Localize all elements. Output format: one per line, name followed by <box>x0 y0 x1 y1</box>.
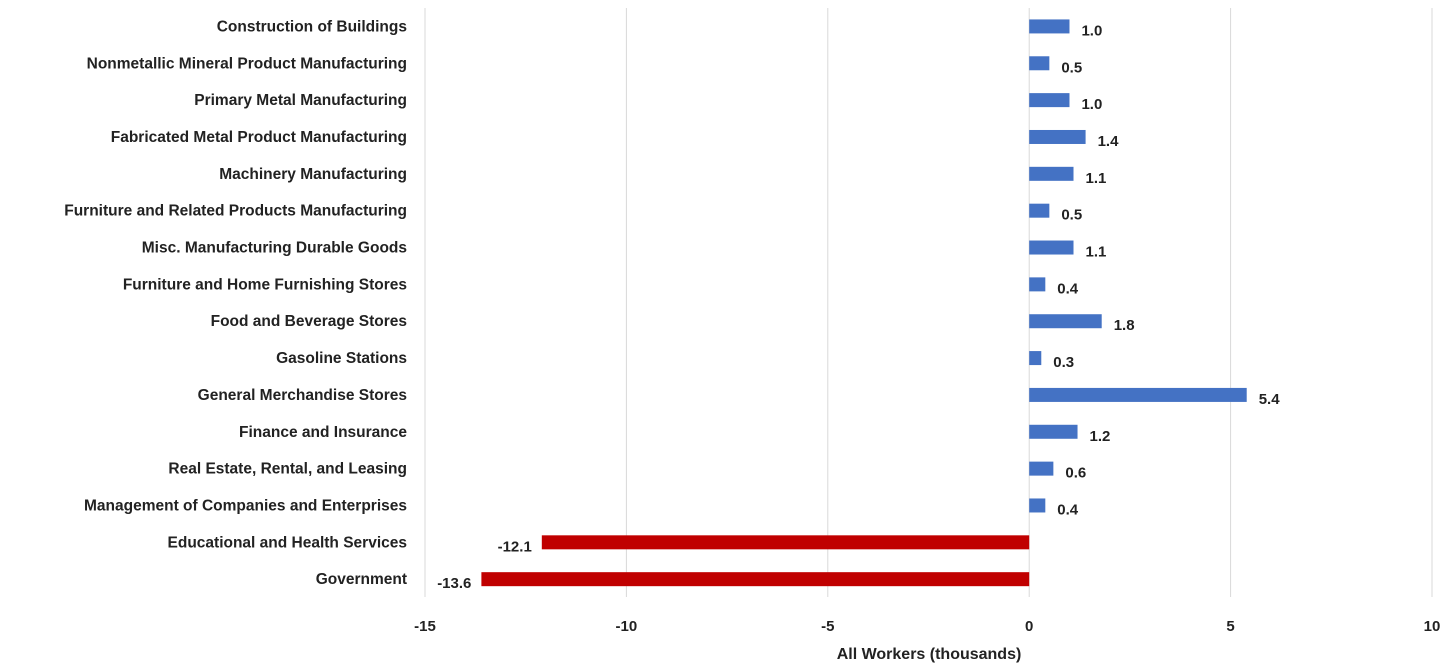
bar <box>1029 93 1070 108</box>
value-label: 0.3 <box>1053 354 1074 371</box>
category-label: Gasoline Stations <box>276 350 407 367</box>
category-labels: Construction of Buildings Nonmetallic Min… <box>64 18 407 588</box>
bar <box>481 572 1030 587</box>
value-label: 5.4 <box>1259 391 1281 408</box>
category-label: Furniture and Related Products Manufactu… <box>64 203 407 220</box>
value-label: 1.0 <box>1081 96 1102 113</box>
bar <box>1029 19 1070 34</box>
category-label: Finance and Insurance <box>239 424 407 441</box>
value-labels: 1.0 0.5 1.0 1.4 1.1 0.5 1.1 0.4 1.8 0.3 5.4 1.2 0.6 0… <box>437 22 1280 592</box>
value-label: 0.4 <box>1057 280 1079 297</box>
category-label: Educational and Health Services <box>168 534 407 551</box>
value-label: 1.1 <box>1086 244 1107 261</box>
category-label: Misc. Manufacturing Durable Goods <box>142 240 407 257</box>
value-label: 1.0 <box>1081 22 1102 39</box>
x-tick-label: -5 <box>821 618 834 635</box>
bar <box>1029 166 1074 181</box>
bar <box>1029 203 1050 218</box>
category-label: Fabricated Metal Product Manufacturing <box>111 129 407 146</box>
x-axis-title: All Workers (thousands) <box>837 646 1022 663</box>
x-tick-label: 10 <box>1424 618 1441 635</box>
category-label: Construction of Buildings <box>217 18 407 35</box>
value-label: 1.2 <box>1090 428 1111 445</box>
bars <box>481 19 1247 587</box>
value-label: 0.4 <box>1057 501 1079 518</box>
value-label: 1.8 <box>1114 317 1135 334</box>
value-label: -13.6 <box>437 575 471 592</box>
bar <box>1029 424 1078 439</box>
bar <box>1029 277 1046 292</box>
category-label: Machinery Manufacturing <box>219 166 407 183</box>
value-label: 0.6 <box>1065 465 1086 482</box>
bar <box>1029 351 1042 366</box>
x-tick-label: -15 <box>414 618 436 635</box>
category-label: Furniture and Home Furnishing Stores <box>123 276 407 293</box>
gridlines <box>424 8 1433 597</box>
value-label: 0.5 <box>1061 59 1082 76</box>
category-label: Food and Beverage Stores <box>211 313 407 330</box>
x-tick-label: 5 <box>1226 618 1234 635</box>
value-label: 0.5 <box>1061 207 1082 224</box>
bar <box>541 535 1030 550</box>
bar <box>1029 314 1102 329</box>
x-tick-label: -10 <box>616 618 638 635</box>
x-tick-label: 0 <box>1025 618 1033 635</box>
category-label: Management of Companies and Enterprises <box>84 497 407 514</box>
bar <box>1029 461 1054 476</box>
category-label: Real Estate, Rental, and Leasing <box>168 461 407 478</box>
bar <box>1029 56 1050 71</box>
bar <box>1029 498 1046 513</box>
bar <box>1029 387 1247 402</box>
bar <box>1029 129 1086 144</box>
category-label: Government <box>316 571 407 588</box>
category-label: Primary Metal Manufacturing <box>194 92 407 109</box>
category-label: General Merchandise Stores <box>198 387 407 404</box>
value-label: 1.1 <box>1086 170 1107 187</box>
category-label: Nonmetallic Mineral Product Manufacturin… <box>87 55 407 72</box>
bar <box>1029 240 1074 255</box>
value-label: -12.1 <box>498 538 532 555</box>
x-tick-labels: -15 -10 -5 0 5 10 <box>414 618 1440 635</box>
value-label: 1.4 <box>1098 133 1120 150</box>
